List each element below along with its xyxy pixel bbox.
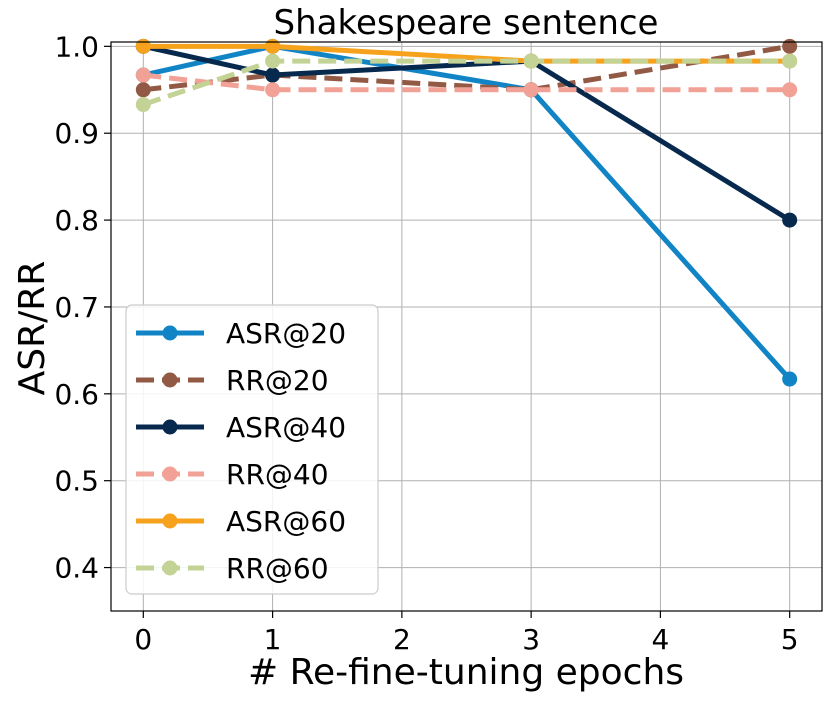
data-point [782,38,798,54]
y-tick-label: 0.9 [54,117,99,150]
data-point [265,38,281,54]
legend-marker [162,466,178,482]
series-rr-at-40 [135,67,798,98]
legend: ASR@20 RR@20 ASR@40 RR@40 ASR@60 RR@60 [125,304,379,595]
ticks: 0 1 2 3 4 5 0.4 0.5 0.6 0.7 0.8 0.9 1.0 [54,30,798,656]
x-tick-label: 5 [781,623,799,656]
legend-label: ASR@20 [226,317,346,350]
legend-label: RR@40 [226,458,329,491]
y-tick-label: 0.8 [54,204,99,237]
data-point [782,212,798,228]
y-tick-label: 0.5 [54,465,99,498]
legend-item: ASR@20 [136,317,346,350]
y-tick-label: 0.7 [54,291,99,324]
y-tick-label: 1.0 [54,30,99,63]
plot-frame [110,41,823,612]
legend-item: ASR@40 [136,411,346,444]
x-tick-label: 1 [264,623,282,656]
x-tick-label: 2 [393,623,411,656]
data-point [782,371,798,387]
x-axis-title: # Re-fine-tuning epochs [248,652,684,693]
data-point [135,67,151,83]
y-tick-label: 0.6 [54,378,99,411]
legend-label: RR@60 [226,552,329,585]
data-point [523,82,539,98]
data-point [782,53,798,69]
legend-marker [162,372,178,388]
legend-label: ASR@40 [226,411,346,444]
data-point [523,53,539,69]
legend-item: ASR@60 [136,505,346,538]
series-line [142,43,791,223]
data-point [135,97,151,113]
legend-marker [162,419,178,435]
data-point [135,38,151,54]
data-point [265,82,281,98]
data-point [135,82,151,98]
legend-label: ASR@60 [226,505,346,538]
legend-item: RR@60 [136,552,329,585]
grid [111,42,822,611]
legend-marker [162,325,178,341]
legend-label: RR@20 [226,364,329,397]
series-layer [135,38,798,387]
y-axis-title: ASR/RR [12,261,53,396]
series-line [142,58,790,107]
legend-marker [162,560,178,576]
data-point [265,53,281,69]
chart-title: Shakespeare sentence [274,3,659,43]
data-point [782,82,798,98]
y-tick-label: 0.4 [54,552,99,585]
legend-item: RR@40 [136,458,329,491]
data-point [265,67,281,83]
x-tick-label: 4 [651,623,669,656]
series-rr-at-60 [135,53,798,113]
legend-marker [162,513,178,529]
legend-item: RR@20 [136,364,329,397]
x-tick-label: 0 [134,623,152,656]
x-tick-label: 3 [522,623,540,656]
